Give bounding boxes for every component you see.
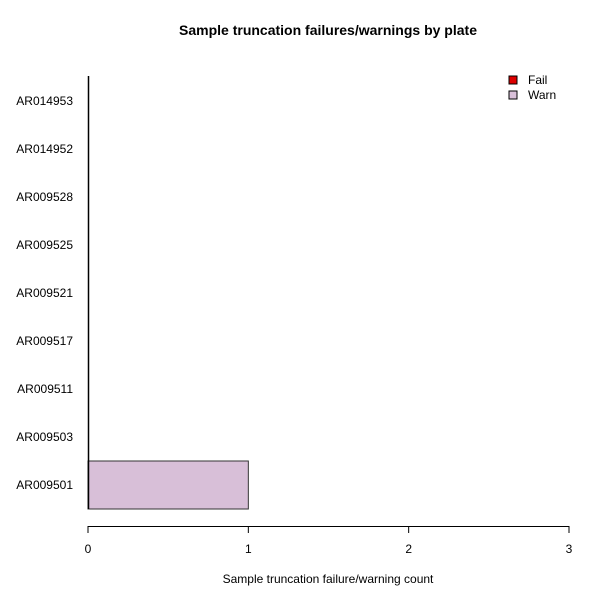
y-tick-label: AR009517: [16, 334, 73, 348]
legend-label-fail: Fail: [528, 73, 547, 87]
y-tick-label: AR009525: [16, 238, 73, 252]
x-axis-label: Sample truncation failure/warning count: [223, 572, 434, 586]
y-tick-label: AR009528: [16, 190, 73, 204]
x-axis: 0 1 2 3: [85, 526, 573, 556]
x-tick-label: 3: [566, 542, 573, 556]
x-tick-label: 0: [85, 542, 92, 556]
y-tick-label: AR014952: [16, 142, 73, 156]
legend-swatch-fail: [508, 75, 518, 85]
legend-swatch-warn: [508, 90, 518, 100]
y-tick-label: AR009501: [16, 478, 73, 492]
chart-title: Sample truncation failures/warnings by p…: [179, 22, 477, 38]
x-tick-label: 2: [405, 542, 412, 556]
y-tick-label: AR009503: [16, 430, 73, 444]
y-tick-labels: AR009501 AR009503 AR009511 AR009517 AR009521…: [16, 94, 73, 492]
bars-group: [87, 460, 249, 510]
legend-label-warn: Warn: [528, 88, 556, 102]
y-tick-label: AR009521: [16, 286, 73, 300]
bar-warn-AR009501: [87, 460, 249, 510]
y-tick-label: AR014953: [16, 94, 73, 108]
x-tick-label: 1: [245, 542, 252, 556]
y-tick-label: AR009511: [17, 382, 73, 396]
